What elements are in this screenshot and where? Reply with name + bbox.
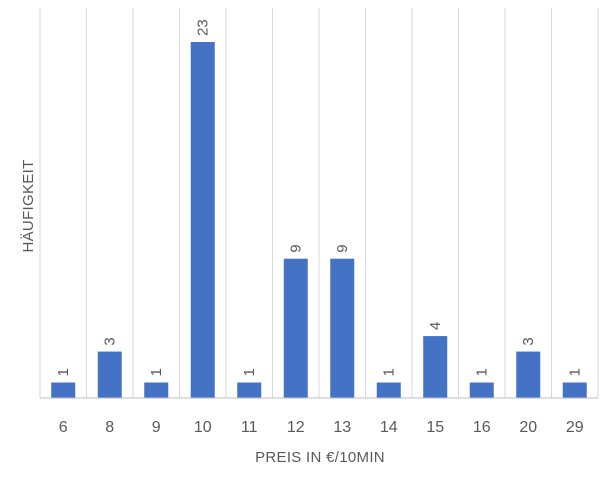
data-label: 23 bbox=[195, 19, 212, 36]
data-label: 3 bbox=[102, 337, 119, 345]
x-tick-label: 6 bbox=[59, 419, 68, 436]
data-labels: 1 3 1 23 1 9 9 1 4 1 3 1 bbox=[55, 19, 584, 376]
y-axis-title: HÄUFIGKEIT bbox=[20, 159, 37, 252]
bar-6 bbox=[51, 382, 76, 398]
x-tick-label: 14 bbox=[380, 419, 398, 436]
x-tick-label: 11 bbox=[241, 419, 258, 436]
bar-10 bbox=[190, 42, 215, 398]
data-label: 1 bbox=[474, 368, 491, 376]
x-tick-label: 12 bbox=[287, 419, 305, 436]
data-label: 9 bbox=[288, 244, 305, 252]
data-label: 4 bbox=[427, 322, 444, 330]
bar-12 bbox=[283, 258, 308, 398]
data-label: 1 bbox=[567, 368, 584, 376]
bar-9 bbox=[144, 382, 169, 398]
bar-29 bbox=[562, 382, 587, 398]
data-label: 3 bbox=[520, 337, 537, 345]
x-tick-label: 10 bbox=[194, 419, 212, 436]
bars bbox=[51, 42, 587, 398]
x-tick-label: 20 bbox=[519, 419, 537, 436]
data-label: 1 bbox=[148, 368, 165, 376]
x-tick-label: 16 bbox=[473, 419, 491, 436]
x-tick-label: 15 bbox=[426, 419, 444, 436]
bar-8 bbox=[97, 351, 122, 398]
data-label: 1 bbox=[381, 368, 398, 376]
gridlines bbox=[39, 8, 599, 398]
x-axis-title: PREIS IN €/10MIN bbox=[255, 449, 385, 466]
bar-14 bbox=[376, 382, 401, 398]
bar-20 bbox=[516, 351, 541, 398]
bar-11 bbox=[237, 382, 262, 398]
data-label: 1 bbox=[55, 368, 72, 376]
data-label: 9 bbox=[334, 244, 351, 252]
x-tick-label: 13 bbox=[333, 419, 351, 436]
bar-13 bbox=[330, 258, 355, 398]
bar-15 bbox=[423, 336, 448, 398]
x-tick-label: 29 bbox=[566, 419, 584, 436]
bar-16 bbox=[469, 382, 494, 398]
x-tick-label: 9 bbox=[152, 419, 161, 436]
x-tick-labels: 6 8 9 10 11 12 13 14 15 16 20 29 bbox=[59, 419, 584, 436]
data-label: 1 bbox=[241, 368, 258, 376]
x-tick-label: 8 bbox=[105, 419, 114, 436]
